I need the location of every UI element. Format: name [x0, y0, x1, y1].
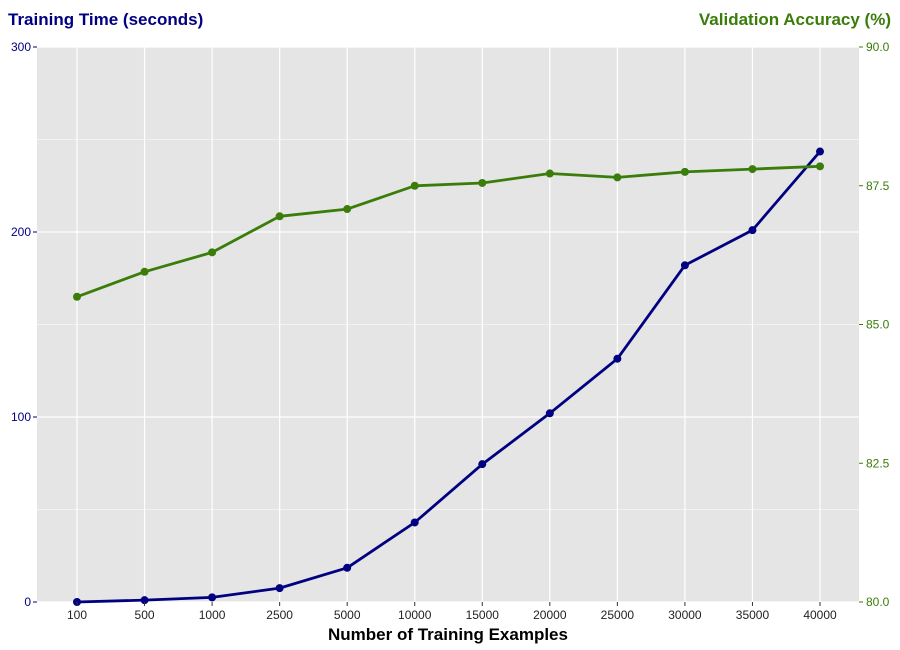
data-point-left-axis	[208, 593, 217, 602]
data-point-left-axis	[816, 147, 824, 156]
data-point-right-axis	[410, 181, 419, 190]
data-point-right-axis	[545, 169, 554, 178]
data-point-right-axis	[478, 178, 487, 187]
left-y-tick-label: 200	[11, 225, 31, 239]
x-tick-label: 25000	[601, 608, 635, 622]
right-axis-title: Validation Accuracy (%)	[699, 10, 891, 29]
right-y-tick-label: 80.0	[866, 595, 890, 609]
x-tick-label: 20000	[533, 608, 567, 622]
x-tick-label: 500	[135, 608, 155, 622]
series-line-right-axis	[76, 164, 821, 299]
x-tick-label: 5000	[334, 608, 361, 622]
data-point-right-axis	[140, 267, 149, 276]
right-y-tick-label: 87.5	[866, 179, 890, 193]
data-point-left-axis	[748, 226, 757, 235]
data-point-left-axis	[478, 460, 487, 469]
right-y-tick-label: 82.5	[866, 456, 890, 470]
data-point-left-axis	[545, 409, 554, 418]
data-point-right-axis	[275, 212, 284, 221]
left-y-tick-label: 0	[24, 595, 31, 609]
data-point-right-axis	[208, 248, 217, 257]
data-point-left-axis	[343, 563, 352, 572]
x-tick-label: 35000	[736, 608, 770, 622]
data-point-left-axis	[140, 596, 149, 605]
axes: 0 100 200 300 80.0 82.5 85.0 87.5 90.0 100 500 1000…	[11, 40, 890, 622]
data-point-right-axis	[680, 167, 689, 176]
left-y-tick-label: 100	[11, 410, 31, 424]
x-axis-title: Number of Training Examples	[328, 625, 568, 644]
left-y-tick-label: 300	[11, 40, 31, 54]
right-y-tick-label: 90.0	[866, 40, 890, 54]
data-point-left-axis	[680, 261, 689, 270]
data-point-right-axis	[73, 292, 81, 301]
gridlines	[37, 46, 859, 603]
x-tick-label: 30000	[668, 608, 702, 622]
series-line-left-axis	[76, 150, 822, 604]
x-tick-label: 2500	[266, 608, 293, 622]
x-tick-label: 40000	[803, 608, 837, 622]
x-tick-label: 10000	[398, 608, 432, 622]
data-point-right-axis	[816, 162, 824, 171]
data-point-right-axis	[613, 173, 622, 182]
x-tick-label: 100	[67, 608, 87, 622]
series-points	[73, 147, 824, 606]
data-point-left-axis	[410, 518, 419, 527]
x-tick-label: 1000	[199, 608, 226, 622]
right-y-tick-label: 85.0	[866, 318, 890, 332]
x-tick-label: 15000	[466, 608, 500, 622]
data-point-right-axis	[343, 205, 352, 214]
data-point-left-axis	[613, 354, 622, 363]
data-point-left-axis	[275, 584, 284, 593]
series-lines	[76, 150, 822, 604]
left-axis-title: Training Time (seconds)	[8, 10, 203, 29]
data-point-right-axis	[748, 165, 757, 174]
